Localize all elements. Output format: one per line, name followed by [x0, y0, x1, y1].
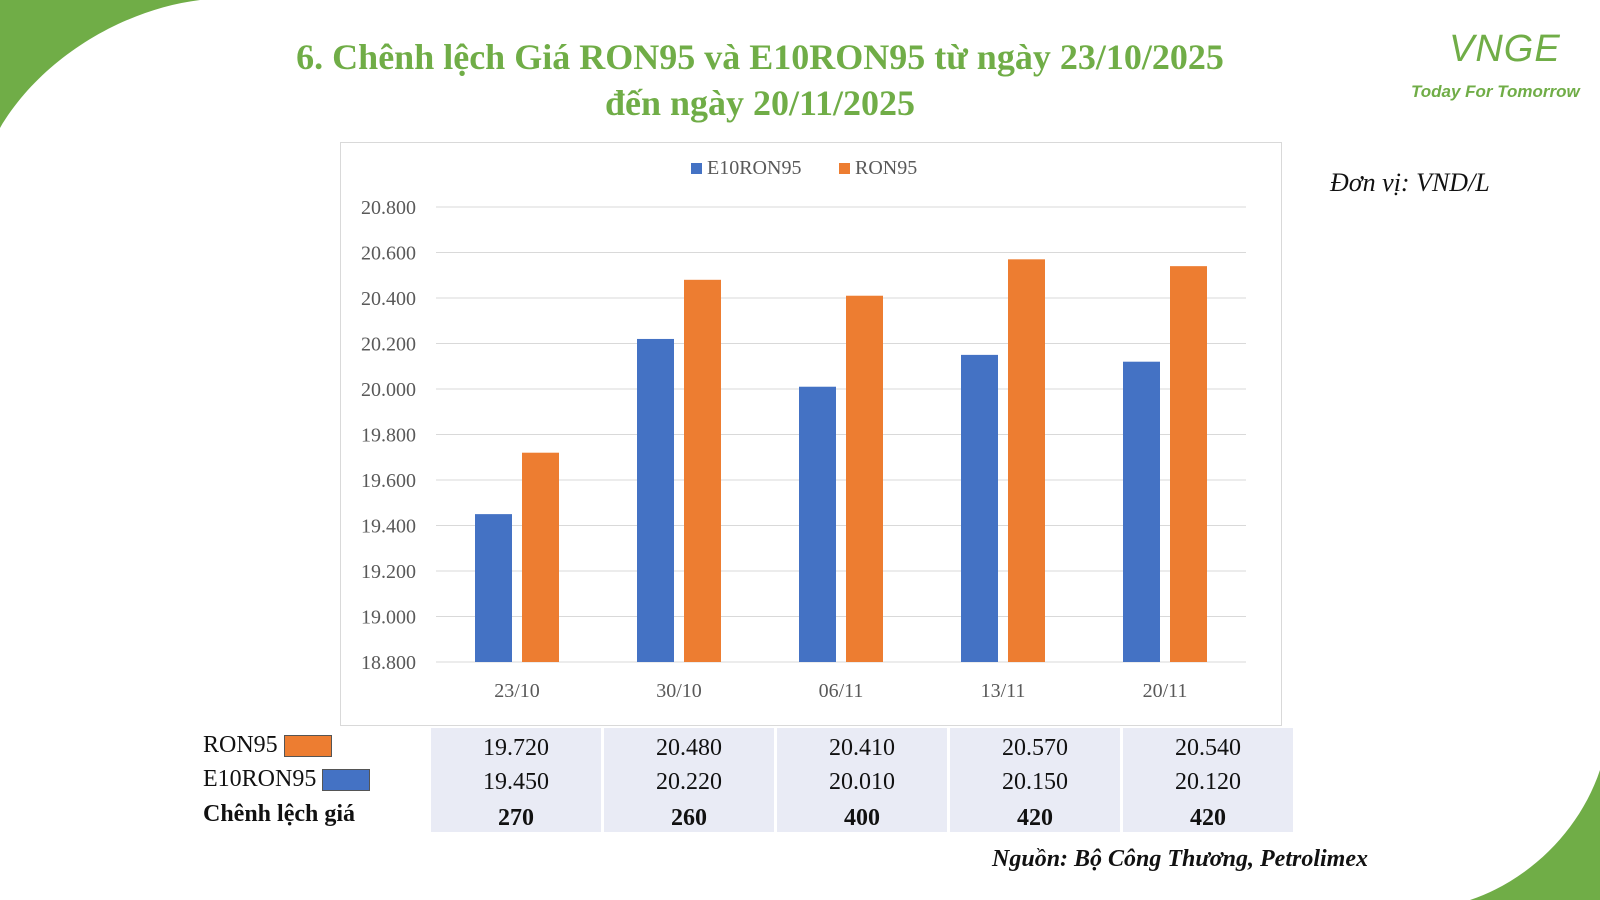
y-tick-label: 20.400 [361, 288, 416, 310]
row-label-text: RON95 [203, 731, 278, 758]
y-tick-label: 19.400 [361, 516, 416, 538]
bar-e10ron95 [475, 514, 512, 662]
price-table: RON95 19.720 20.480 20.410 20.570 20.540 E10RO… [200, 728, 1296, 832]
bar-ron95 [684, 279, 721, 662]
bar-ron95 [1008, 259, 1045, 662]
table-cell: 420 [1123, 796, 1293, 832]
row-label: E10RON95 [203, 762, 428, 796]
y-tick-label: 20.200 [361, 334, 416, 356]
bar-ron95 [846, 295, 883, 662]
bar-ron95 [522, 452, 559, 662]
corner-decoration-top-left [0, 0, 200, 128]
y-tick-label: 20.600 [361, 243, 416, 265]
legend-swatch [322, 768, 371, 791]
y-tick-label: 19.200 [361, 561, 416, 583]
table-cell: 19.720 [431, 728, 601, 762]
x-tick-label: 13/11 [981, 680, 1026, 702]
table-cell: 20.150 [950, 762, 1120, 796]
legend-label: E10RON95 [707, 157, 801, 179]
legend-swatch [691, 163, 702, 174]
source-note: Nguồn: Bộ Công Thương, Petrolimex [992, 846, 1368, 872]
page-title: 6. Chênh lệch Giá RON95 và E10RON95 từ n… [220, 34, 1300, 126]
x-tick-label: 30/10 [656, 680, 702, 702]
x-tick-label: 23/10 [494, 680, 540, 702]
bar-e10ron95 [961, 354, 998, 662]
row-label: RON95 [203, 728, 428, 762]
bar-e10ron95 [799, 386, 836, 662]
brand-logo: VNGE Today For Tomorrow [1405, 16, 1590, 106]
legend-label: RON95 [855, 157, 917, 179]
y-tick-label: 18.800 [361, 652, 416, 674]
bar-chart: 20.800 20.600 20.400 20.200 20.000 19.800 19.6… [361, 157, 1246, 702]
y-tick-label: 19.000 [361, 607, 416, 629]
table-row: E10RON95 19.450 20.220 20.010 20.150 20.120 [203, 762, 1293, 796]
bar-e10ron95 [637, 338, 674, 662]
corner-decoration-bottom-right [1470, 770, 1600, 900]
table-row: RON95 19.720 20.480 20.410 20.570 20.540 [203, 728, 1293, 762]
y-tick-label: 20.000 [361, 379, 416, 401]
title-line-2: đến ngày 20/11/2025 [604, 83, 916, 123]
chart-panel: 20.800 20.600 20.400 20.200 20.000 19.800 19.6… [340, 142, 1282, 726]
table-cell: 20.410 [777, 728, 947, 762]
title-line-1: 6. Chênh lệch Giá RON95 và E10RON95 từ n… [296, 37, 1224, 77]
y-tick-label: 19.600 [361, 470, 416, 492]
logo-tagline: Today For Tomorrow [1411, 82, 1580, 101]
legend-swatch [283, 734, 332, 757]
x-tick-label: 06/11 [819, 680, 864, 702]
legend-swatch [839, 163, 850, 174]
table-cell: 260 [604, 796, 774, 832]
logo-mark: VNGE [1449, 28, 1561, 70]
table-cell: 400 [777, 796, 947, 832]
table-cell: 20.010 [777, 762, 947, 796]
table-cell: 20.220 [604, 762, 774, 796]
table-row: Chênh lệch giá 270 260 400 420 420 [203, 796, 1293, 832]
y-tick-label: 20.800 [361, 197, 416, 219]
table-cell: 19.450 [431, 762, 601, 796]
y-tick-label: 19.800 [361, 425, 416, 447]
table-cell: 20.120 [1123, 762, 1293, 796]
bar-e10ron95 [1123, 361, 1160, 662]
table-cell: 20.570 [950, 728, 1120, 762]
x-tick-label: 20/11 [1143, 680, 1188, 702]
unit-label: Đơn vị: VND/L [1330, 168, 1490, 197]
table-cell: 20.480 [604, 728, 774, 762]
row-label-text: Chênh lệch giá [203, 800, 356, 827]
bar-ron95 [1170, 266, 1207, 662]
row-label: Chênh lệch giá [203, 796, 428, 832]
row-label-text: E10RON95 [203, 765, 317, 792]
table-cell: 20.540 [1123, 728, 1293, 762]
table-cell: 420 [950, 796, 1120, 832]
table-cell: 270 [431, 796, 601, 832]
